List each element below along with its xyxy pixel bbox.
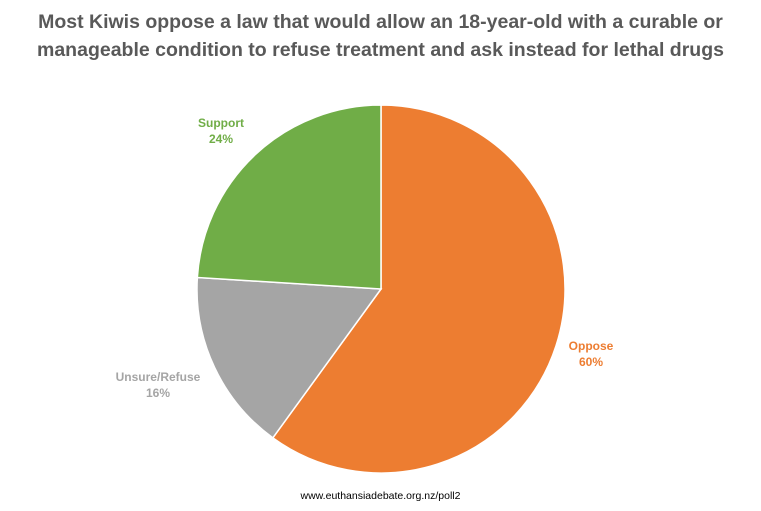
slice-label-oppose: Oppose 60%	[531, 338, 651, 370]
slice-label-unsure: Unsure/Refuse 16%	[98, 369, 218, 401]
slice-label-support: Support 24%	[161, 115, 281, 147]
source-url: www.euthansiadebate.org.nz/poll2	[300, 490, 461, 502]
pie-slice-unsure-refuse	[196, 276, 383, 439]
slice-label-support-name: Support	[198, 116, 244, 130]
slice-label-oppose-name: Oppose	[568, 339, 614, 353]
slice-label-support-value: 24%	[208, 132, 234, 146]
pie-slice-support	[196, 104, 382, 290]
chart-title-line-1: Most Kiwis oppose a law that would allow…	[38, 11, 723, 33]
slice-label-unsure-value: 16%	[145, 386, 171, 400]
chart-title: Most Kiwis oppose a law that would allow…	[0, 8, 761, 64]
slice-label-unsure-name: Unsure/Refuse	[115, 370, 201, 384]
pie-slices	[196, 104, 566, 474]
slice-label-oppose-value: 60%	[578, 355, 604, 369]
chart-title-line-2: manageable condition to refuse treatment…	[37, 39, 724, 61]
pie-slice-oppose	[271, 104, 566, 474]
